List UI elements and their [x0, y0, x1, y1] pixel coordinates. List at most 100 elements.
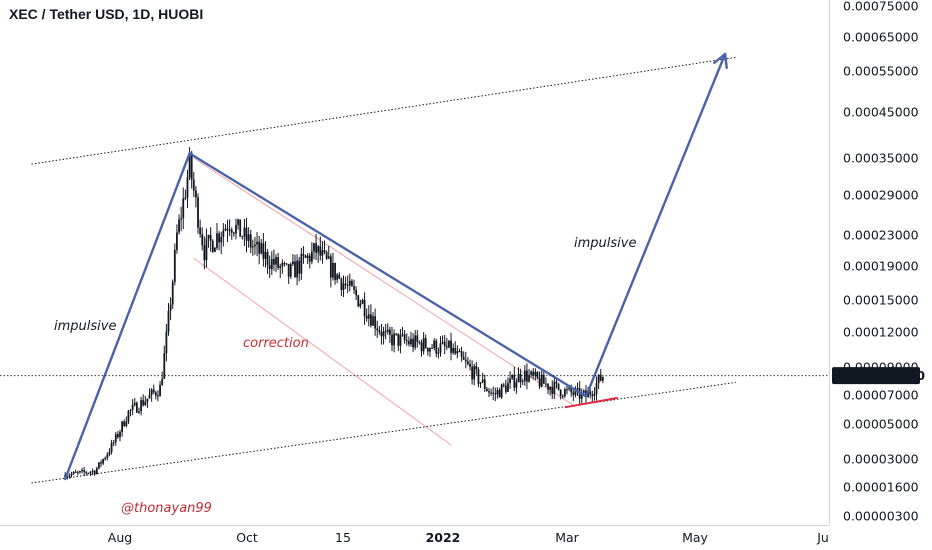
candle [95, 466, 98, 475]
candle [232, 231, 235, 237]
candle [597, 374, 600, 389]
candle [163, 345, 166, 380]
candle [547, 383, 549, 395]
candle [249, 230, 252, 254]
candle [294, 254, 296, 278]
candle [416, 330, 419, 348]
candle [370, 304, 372, 328]
candle [87, 472, 90, 474]
candle [540, 370, 543, 388]
candle [334, 262, 336, 285]
candle [456, 345, 459, 359]
candle [399, 329, 402, 354]
annotation-impulsive-left: impulsive [54, 319, 116, 334]
candle [279, 263, 282, 278]
candle [182, 187, 185, 230]
candle [131, 399, 134, 416]
candle [129, 408, 132, 417]
plot-area[interactable]: impulsive correction impulsive @thonayan… [0, 52, 829, 516]
candle [186, 169, 189, 209]
candle [116, 430, 119, 439]
candle [443, 334, 446, 355]
candle [353, 279, 355, 294]
candle [171, 279, 174, 309]
candle [308, 253, 311, 269]
candle [536, 371, 539, 380]
candle [483, 374, 486, 393]
candle [469, 359, 471, 371]
candle [526, 363, 528, 390]
candle [431, 343, 433, 349]
author-watermark: @thonayan99 [121, 501, 212, 516]
candle [496, 387, 499, 399]
trend-drawings [63, 52, 728, 481]
candle [152, 384, 155, 395]
candle [601, 376, 604, 384]
candle [93, 469, 96, 476]
candle [121, 420, 124, 437]
trend-arrow [63, 152, 191, 481]
candle [300, 247, 303, 280]
candle [68, 473, 71, 479]
candle [104, 456, 107, 461]
candle [173, 243, 176, 286]
annotation-impulsive-right: impulsive [574, 236, 636, 251]
candle [235, 218, 237, 240]
candle [291, 254, 294, 267]
price-tick-label: 0.00019000 [843, 259, 919, 274]
candle [460, 346, 463, 362]
candle [532, 368, 535, 380]
candle [462, 351, 465, 360]
candle [273, 249, 275, 271]
candle [237, 218, 239, 230]
candle [519, 368, 522, 388]
candle [327, 245, 330, 260]
candle [563, 387, 566, 398]
candle [140, 396, 142, 416]
candle [410, 331, 412, 347]
price-tick-label: 0.00012000 [843, 325, 919, 340]
candle [258, 235, 261, 265]
price-tick-label: 0.00005000 [843, 417, 919, 432]
candle [403, 330, 406, 344]
candle [213, 246, 216, 253]
candle [201, 227, 204, 251]
candle [110, 439, 113, 455]
candle [108, 448, 111, 457]
candle [228, 219, 231, 237]
candle [283, 261, 286, 267]
candle [559, 389, 562, 400]
candle [441, 335, 444, 345]
candle [348, 273, 351, 292]
candle [452, 343, 455, 355]
candle [397, 333, 400, 351]
candle [488, 387, 490, 398]
time-tick-label: Mar [555, 530, 579, 545]
candle [138, 407, 140, 414]
candle [188, 147, 191, 181]
candle [515, 378, 518, 394]
candle [180, 206, 183, 232]
candle [83, 466, 86, 475]
candle [74, 469, 77, 473]
candle [485, 386, 488, 392]
candle [245, 217, 248, 253]
candle [464, 351, 467, 369]
candle [304, 254, 307, 259]
candle [154, 390, 157, 400]
candle [490, 388, 492, 396]
time-axis[interactable]: Aug Oct 15 2022 Mar May Ju [108, 530, 829, 545]
candle [262, 233, 265, 267]
candle [70, 471, 73, 478]
candle [195, 185, 197, 208]
candle [230, 227, 233, 240]
candle [226, 219, 229, 243]
candle [79, 470, 81, 474]
price-tick-label: 0.00035000 [843, 151, 919, 166]
candle [534, 368, 537, 381]
trend-arrow [584, 52, 727, 398]
candle [405, 333, 408, 346]
price-axis[interactable]: 0.00075000 0.00065000 0.00055000 0.00045000… [843, 0, 919, 524]
channel-upper-dotted [31, 56, 736, 165]
